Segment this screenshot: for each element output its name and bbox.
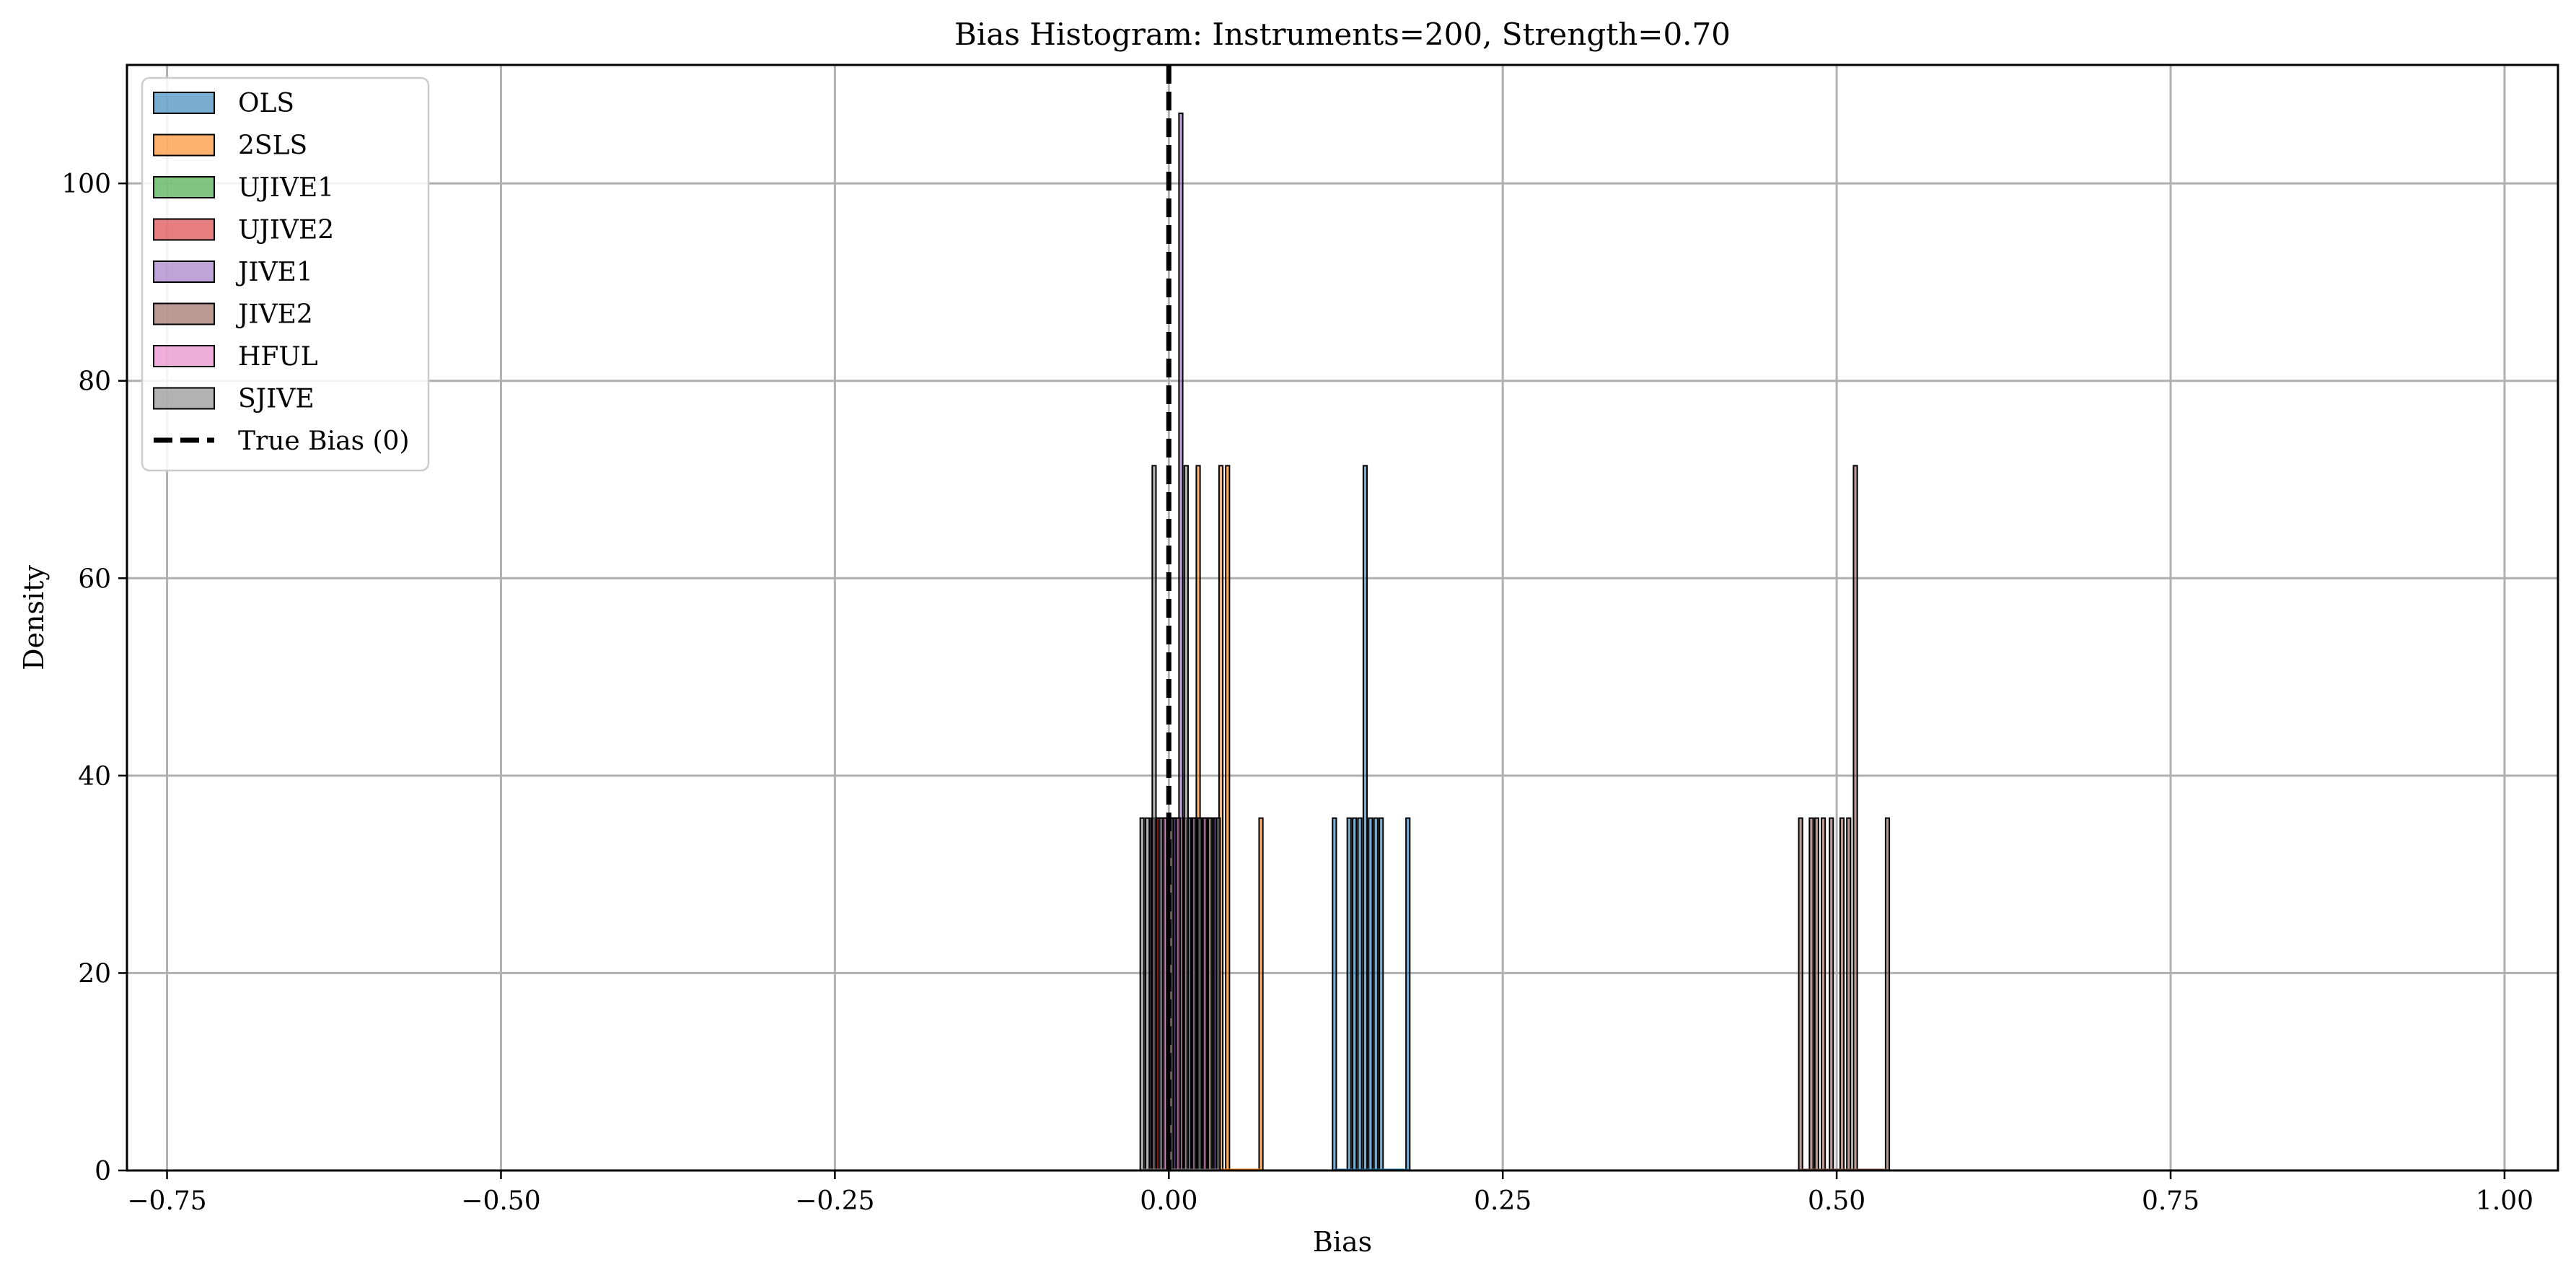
legend-swatch	[153, 218, 215, 241]
legend-entry-label: True Bias (0)	[238, 426, 410, 456]
histogram-bar	[1352, 817, 1358, 1172]
histogram-bar	[1162, 817, 1168, 1172]
histogram-bar	[1258, 817, 1264, 1172]
legend-swatch	[153, 134, 215, 157]
histogram-bar	[1151, 465, 1157, 1171]
histogram-bar	[1346, 817, 1352, 1172]
legend-swatch	[153, 345, 215, 367]
histogram-bar	[1829, 817, 1834, 1172]
y-tick-label: 20	[78, 959, 111, 989]
legend-swatch	[153, 261, 215, 283]
y-tick-label: 60	[78, 564, 111, 594]
y-tick-label: 0	[94, 1157, 111, 1186]
legend-entry-label: 2SLS	[238, 131, 307, 161]
histogram-bar	[1202, 817, 1208, 1172]
histogram-bar	[1158, 817, 1164, 1172]
legend-entry-label: SJIVE	[238, 385, 315, 414]
x-tick-label: 0.25	[1474, 1186, 1531, 1216]
legend-swatch	[153, 176, 215, 198]
x-tick-label: −0.25	[795, 1186, 874, 1216]
legend-entry-label: UJIVE2	[238, 216, 334, 245]
chart-title: Bias Histogram: Instruments=200, Strengt…	[954, 17, 1731, 52]
histogram-bar	[1373, 817, 1379, 1172]
histogram-bar	[1814, 817, 1819, 1172]
histogram-bar	[1208, 817, 1213, 1172]
histogram-bar	[1183, 465, 1189, 1171]
legend-entry-label: JIVE1	[235, 258, 313, 287]
histogram-bar	[1852, 465, 1858, 1171]
histogram-bar	[1175, 817, 1181, 1172]
y-tick-label: 80	[78, 367, 111, 397]
x-tick-label: −0.75	[127, 1186, 206, 1216]
legend: OLS 2SLS UJIVE1 UJIVE2 JIVE1 JIVE2 HFUL SJIVE Tr…	[141, 76, 430, 472]
x-tick-label: 0.50	[1808, 1186, 1865, 1216]
x-tick-label: 0.00	[1140, 1186, 1197, 1216]
y-tick-label: 100	[61, 170, 111, 199]
histogram-bar	[1145, 817, 1151, 1172]
legend-swatch	[153, 387, 215, 410]
histogram-bar	[1846, 817, 1852, 1172]
histogram-bar	[1884, 817, 1891, 1172]
legend-entry-label: JIVE2	[235, 300, 313, 330]
histogram-bar	[1808, 817, 1814, 1172]
x-tick-label: 0.75	[2142, 1186, 2199, 1216]
histogram-bar	[1379, 817, 1384, 1172]
y-axis-label: Density	[18, 565, 50, 670]
legend-entry-label: OLS	[238, 89, 294, 118]
histogram-bar	[1798, 817, 1803, 1172]
histogram-bar	[1839, 817, 1845, 1172]
histogram-bar	[1216, 817, 1221, 1172]
histogram-bar	[1357, 817, 1363, 1172]
histogram-bar	[1139, 817, 1145, 1172]
histogram-bar	[1225, 465, 1231, 1171]
x-axis-label: Bias	[1313, 1226, 1372, 1258]
histogram-bar	[1332, 817, 1337, 1172]
legend-entry-label: HFUL	[238, 342, 318, 372]
histogram-bar	[1197, 817, 1203, 1172]
axis-ticks: −0.75 −0.50 −0.25 0.00 0.25 0.50 0.75 1.00 0 20 40…	[61, 170, 2533, 1216]
x-tick-label: −0.50	[461, 1186, 540, 1216]
histogram-bar	[1368, 817, 1373, 1172]
histogram-bar	[1362, 465, 1368, 1171]
histogram-bar	[1821, 817, 1827, 1172]
plot-frame	[126, 64, 2559, 1172]
y-tick-label: 40	[78, 762, 111, 792]
legend-swatch	[153, 302, 215, 325]
histogram-bar	[1191, 817, 1197, 1172]
x-tick-label: 1.00	[2476, 1186, 2533, 1216]
legend-entry-label: UJIVE1	[238, 173, 334, 203]
histogram-bar	[1405, 817, 1411, 1172]
legend-swatch	[153, 92, 215, 114]
